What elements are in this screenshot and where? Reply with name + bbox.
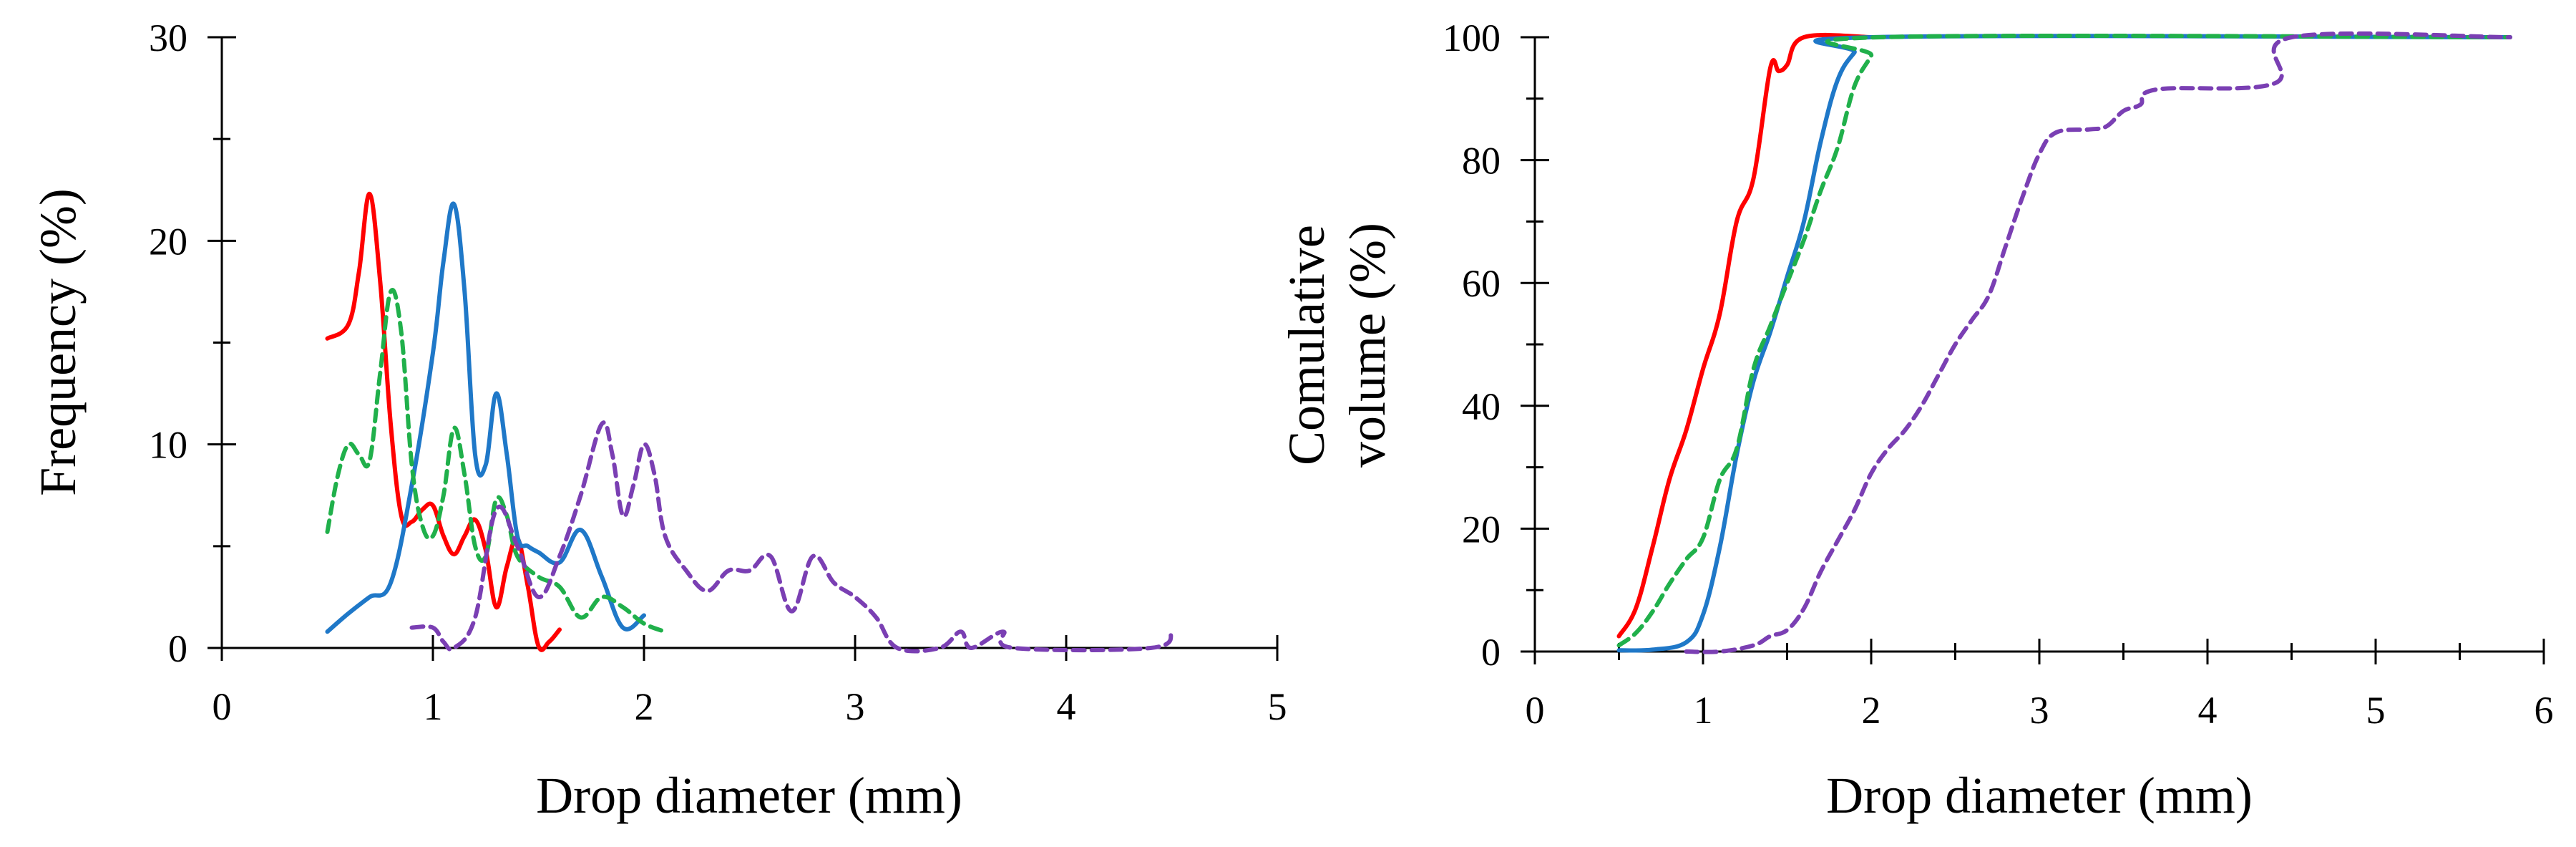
y-axis-title: Frequency (%) <box>29 188 87 496</box>
series-green-dashed <box>1616 33 2512 648</box>
series-group <box>325 191 1174 654</box>
x-tick-label: 2 <box>635 685 654 728</box>
y-tick-label: 30 <box>149 16 187 59</box>
x-tick-label: 6 <box>2534 689 2554 732</box>
y-axis-title: Comulative volume (%) <box>1278 223 1396 468</box>
y-tick-label: 20 <box>149 220 187 263</box>
series-purple-dashed <box>409 420 1174 654</box>
y-tick-label: 100 <box>1443 16 1501 59</box>
series-purple-dashed <box>1684 31 2512 654</box>
x-tick-label: 3 <box>2030 689 2049 732</box>
y-tick-label: 20 <box>1462 508 1501 551</box>
series-blue-solid <box>325 201 646 634</box>
series-red-solid <box>1616 32 1873 639</box>
y-tick-label: 40 <box>1462 385 1501 428</box>
y-tick-label: 0 <box>168 627 187 670</box>
x-tick-label: 5 <box>2366 689 2386 732</box>
x-tick-label: 3 <box>846 685 865 728</box>
x-tick-label: 5 <box>1268 685 1287 728</box>
series-group <box>1616 31 2512 654</box>
x-axis-title: Drop diameter (mm) <box>536 767 962 824</box>
x-tick-label: 4 <box>1057 685 1076 728</box>
frequency-chart: 0 1 2 3 4 5 0 10 20 30 Drop diameter (mm) Frequen… <box>29 16 1287 824</box>
tick-marks <box>208 36 1279 661</box>
y-axis-title-line-1: Comulative <box>1278 225 1335 465</box>
x-tick-label: 4 <box>2198 689 2218 732</box>
y-tick-label: 10 <box>149 424 187 467</box>
x-tick-label: 0 <box>213 685 232 728</box>
series-green-dashed <box>325 288 668 634</box>
x-axis-title: Drop diameter (mm) <box>1826 767 2253 824</box>
y-tick-label: 0 <box>1481 631 1501 674</box>
tick-labels: 0 1 2 3 4 5 0 10 20 30 <box>149 16 1287 728</box>
x-tick-label: 0 <box>1526 689 1545 732</box>
y-axis-title-line-2: volume (%) <box>1339 223 1396 468</box>
tick-marks <box>1521 36 2545 664</box>
x-tick-label: 1 <box>424 685 443 728</box>
series-blue-solid <box>1616 34 2512 653</box>
x-tick-label: 2 <box>1862 689 1881 732</box>
x-tick-label: 1 <box>1694 689 1713 732</box>
y-tick-label: 60 <box>1462 262 1501 305</box>
y-tick-label: 80 <box>1462 140 1501 183</box>
